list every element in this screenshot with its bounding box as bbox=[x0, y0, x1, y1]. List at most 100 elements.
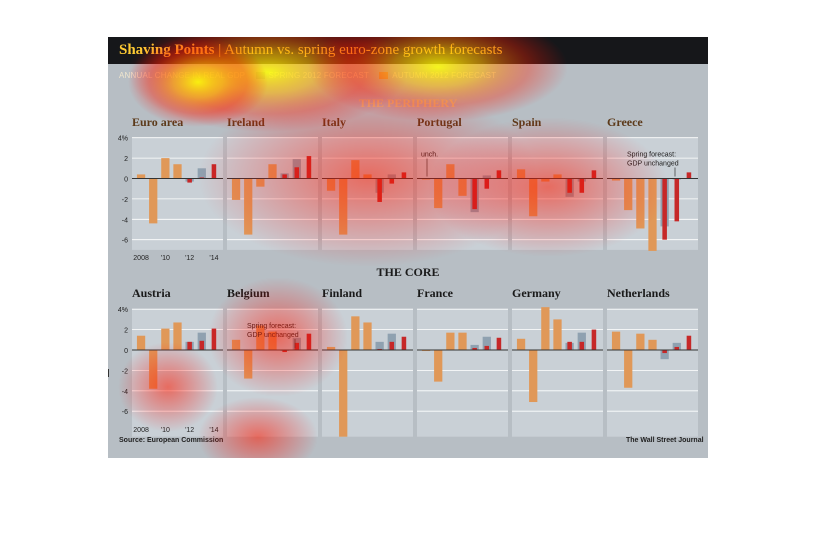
bar-austria-2011-s0 bbox=[173, 322, 182, 350]
panel-bg-spain bbox=[512, 137, 603, 250]
y-tick-label: 4% bbox=[118, 307, 128, 314]
annotation-belgium: GDP unchanged bbox=[247, 332, 299, 339]
bar-italy-2012-s2 bbox=[377, 178, 382, 202]
y-tick-label: -2 bbox=[122, 368, 128, 375]
panel-title-france: France bbox=[417, 286, 453, 300]
bar-austria-2009-s0 bbox=[149, 350, 158, 389]
bar-portugal-2013-s2 bbox=[484, 178, 490, 189]
bar-greece-2010-s0 bbox=[636, 178, 645, 229]
panel-title-austria: Austria bbox=[132, 286, 171, 300]
bar-spain-2008-s0 bbox=[516, 169, 526, 179]
bar-germany-2012-s2 bbox=[567, 341, 572, 350]
section-heading-core: THE CORE bbox=[376, 265, 440, 279]
bar-austria-2010-s0 bbox=[161, 328, 170, 350]
bar-netherlands-2011-s0 bbox=[648, 339, 657, 350]
bar-austria-2012-s2 bbox=[187, 341, 192, 350]
x-tick-label: '12 bbox=[185, 255, 194, 262]
bar-france-2008-s0 bbox=[421, 350, 431, 352]
panel-bg-ireland bbox=[227, 137, 318, 250]
bar-finland-2013-s2 bbox=[389, 341, 395, 350]
bar-netherlands-2009-s0 bbox=[624, 350, 633, 388]
bar-portugal-2010-s0 bbox=[446, 164, 455, 179]
footer-credit: The Wall Street Journal bbox=[626, 437, 704, 444]
bar-italy-2009-s0 bbox=[339, 178, 348, 235]
y-tick-label: -4 bbox=[122, 389, 128, 396]
y-tick-label: -4 bbox=[122, 217, 128, 224]
page-marker bbox=[108, 369, 109, 377]
bar-netherlands-2012-s1 bbox=[660, 350, 669, 360]
x-tick-label: 2008 bbox=[133, 427, 149, 434]
bar-spain-2009-s0 bbox=[529, 178, 538, 217]
bar-france-2013-s1 bbox=[482, 336, 491, 350]
x-tick-label: '10 bbox=[161, 255, 170, 262]
bar-austria-2008-s0 bbox=[136, 335, 146, 350]
bar-netherlands-2013-s1 bbox=[672, 342, 681, 350]
bar-italy-2011-s0 bbox=[363, 174, 372, 179]
bar-ireland-2012-s2 bbox=[282, 174, 287, 179]
bar-finland-2012-s2 bbox=[377, 348, 382, 350]
bar-portugal-2009-s0 bbox=[434, 178, 443, 209]
y-tick-label: 2 bbox=[124, 156, 128, 163]
bar-ireland-2011-s0 bbox=[268, 164, 277, 179]
bar-portugal-2014-s2 bbox=[496, 170, 502, 179]
bar-netherlands-2013-s2 bbox=[674, 346, 680, 350]
x-tick-label: '14 bbox=[209, 255, 218, 262]
bar-germany-2014-s2 bbox=[591, 329, 597, 350]
bar-italy-2013-s1 bbox=[387, 174, 396, 179]
x-tick-label: 2008 bbox=[133, 255, 149, 262]
bar-austria-2013-s2 bbox=[199, 340, 205, 350]
bar-spain-2014-s2 bbox=[591, 170, 597, 179]
y-tick-label: -6 bbox=[122, 409, 128, 416]
bar-finland-2011-s0 bbox=[363, 322, 372, 350]
panel-title-netherlands: Netherlands bbox=[607, 286, 670, 300]
bar-france-2011-s0 bbox=[458, 332, 467, 350]
x-tick-label: '12 bbox=[185, 427, 194, 434]
y-tick-label: 0 bbox=[124, 177, 128, 184]
bar-ireland-2008-s0 bbox=[231, 178, 241, 200]
bar-italy-2013-s2 bbox=[389, 178, 395, 184]
y-tick-label: -6 bbox=[122, 238, 128, 245]
bar-france-2014-s2 bbox=[496, 337, 502, 350]
x-tick-label: '10 bbox=[161, 427, 170, 434]
y-tick-label: 2 bbox=[124, 328, 128, 335]
bar-belgium-2014-s2 bbox=[306, 333, 312, 350]
x-tick-label: '14 bbox=[209, 427, 218, 434]
bar-spain-2011-s0 bbox=[553, 174, 562, 179]
bar-ireland-2013-s2 bbox=[294, 167, 300, 179]
bar-greece-2012-s2 bbox=[662, 178, 667, 240]
bar-euro-area-2009-s0 bbox=[149, 178, 158, 224]
annotation-greece: GDP unchanged bbox=[627, 161, 679, 168]
bar-spain-2012-s2 bbox=[567, 178, 572, 193]
bar-italy-2008-s0 bbox=[326, 178, 336, 191]
bar-euro-area-2012-s2 bbox=[187, 178, 192, 183]
panel-bg-netherlands bbox=[607, 309, 698, 437]
bar-ireland-2014-s2 bbox=[306, 156, 312, 179]
bar-euro-area-2008-s0 bbox=[136, 174, 146, 179]
bar-france-2012-s2 bbox=[472, 347, 477, 350]
bar-finland-2012-s1 bbox=[375, 341, 384, 350]
bar-ireland-2010-s0 bbox=[256, 178, 265, 187]
bar-greece-2013-s2 bbox=[674, 178, 680, 222]
chart-figure: Shaving Points | Autumn vs. spring euro-… bbox=[108, 37, 708, 458]
panel-bg-euro-area bbox=[132, 137, 223, 250]
bar-germany-2008-s0 bbox=[516, 338, 526, 350]
y-tick-label: 4% bbox=[118, 136, 128, 143]
panel-title-germany: Germany bbox=[512, 286, 561, 300]
footer-source: Source: European Commission bbox=[119, 437, 224, 444]
y-tick-label: -2 bbox=[122, 197, 128, 204]
annotation-belgium: Spring forecast: bbox=[247, 323, 296, 330]
bar-belgium-2009-s0 bbox=[244, 350, 253, 379]
bar-netherlands-2012-s2 bbox=[662, 350, 667, 354]
bar-germany-2011-s0 bbox=[553, 319, 562, 350]
bar-euro-area-2011-s0 bbox=[173, 164, 182, 179]
bar-france-2013-s2 bbox=[484, 345, 490, 350]
panel-bg-italy bbox=[322, 137, 413, 250]
bar-ireland-2009-s0 bbox=[244, 178, 253, 235]
bar-greece-2009-s0 bbox=[624, 178, 633, 211]
bar-germany-2009-s0 bbox=[529, 350, 538, 403]
bar-euro-area-2014-s2 bbox=[211, 164, 217, 179]
bar-spain-2013-s2 bbox=[579, 178, 585, 193]
bar-germany-2013-s2 bbox=[579, 341, 585, 350]
y-tick-label: 0 bbox=[124, 348, 128, 355]
bar-austria-2014-s2 bbox=[211, 328, 217, 350]
